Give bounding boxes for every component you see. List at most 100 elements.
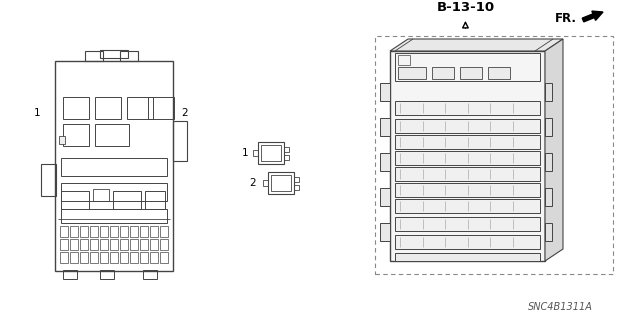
Text: 1: 1 (34, 108, 40, 118)
Bar (398, 67, 426, 79)
Bar (395, 101, 540, 115)
Bar (95, 97, 121, 119)
Bar (380, 188, 390, 206)
Bar (93, 189, 109, 201)
Bar (120, 252, 128, 263)
Bar (375, 36, 613, 274)
Bar (271, 175, 291, 191)
Bar (61, 209, 167, 223)
Bar (120, 51, 138, 61)
Bar (100, 252, 108, 263)
Bar (60, 239, 68, 250)
Bar (90, 226, 98, 237)
Bar (80, 252, 88, 263)
Bar (60, 226, 68, 237)
Bar (395, 183, 540, 197)
Bar (294, 177, 299, 182)
Polygon shape (390, 39, 563, 51)
Bar (63, 270, 77, 279)
Bar (390, 51, 545, 261)
Bar (60, 252, 68, 263)
Bar (59, 136, 65, 144)
Bar (395, 135, 540, 149)
Bar (160, 239, 168, 250)
Bar (263, 180, 268, 186)
Bar (140, 226, 148, 237)
Bar (80, 239, 88, 250)
Bar (70, 226, 78, 237)
Bar (100, 239, 108, 250)
Bar (395, 217, 540, 231)
Bar (395, 253, 540, 261)
Bar (140, 239, 148, 250)
Text: B-13-10: B-13-10 (436, 1, 495, 14)
Bar (100, 270, 114, 279)
Text: 2: 2 (250, 178, 256, 188)
Bar (85, 51, 103, 61)
Text: 1: 1 (241, 148, 248, 158)
Bar (63, 97, 89, 119)
Bar (395, 151, 540, 165)
Bar (90, 252, 98, 263)
Bar (61, 183, 167, 201)
Bar (261, 145, 281, 161)
Bar (545, 83, 552, 101)
Bar (150, 239, 158, 250)
Bar (380, 223, 390, 241)
Bar (145, 191, 165, 209)
Bar (61, 191, 89, 209)
Bar (143, 270, 157, 279)
Text: SNC4B1311A: SNC4B1311A (527, 302, 593, 312)
Bar (130, 252, 138, 263)
Bar (150, 226, 158, 237)
Bar (395, 199, 540, 213)
Bar (395, 119, 540, 133)
Text: FR.: FR. (555, 11, 577, 25)
Bar (294, 185, 299, 190)
Bar (148, 97, 174, 119)
Bar (545, 118, 552, 136)
Bar (545, 153, 552, 171)
Bar (90, 239, 98, 250)
Bar (100, 50, 128, 58)
Bar (284, 147, 289, 152)
Bar (150, 252, 158, 263)
Bar (173, 121, 187, 161)
Bar (380, 118, 390, 136)
Bar (284, 155, 289, 160)
Bar (160, 226, 168, 237)
Bar (80, 226, 88, 237)
Bar (380, 153, 390, 171)
Bar (130, 239, 138, 250)
Bar (140, 252, 148, 263)
Bar (395, 53, 540, 81)
Bar (110, 226, 118, 237)
Text: 2: 2 (182, 108, 188, 118)
Bar (545, 223, 552, 241)
Bar (395, 235, 540, 249)
Bar (432, 67, 454, 79)
Bar (41, 164, 56, 196)
Polygon shape (545, 39, 563, 261)
Bar (70, 252, 78, 263)
Bar (253, 150, 258, 156)
Bar (70, 239, 78, 250)
Bar (110, 239, 118, 250)
Bar (488, 67, 510, 79)
Bar (100, 226, 108, 237)
Bar (120, 239, 128, 250)
Bar (55, 61, 173, 271)
Bar (398, 55, 410, 65)
Bar (110, 252, 118, 263)
Bar (380, 83, 390, 101)
Bar (268, 172, 294, 194)
Bar (127, 97, 153, 119)
Bar (545, 188, 552, 206)
Bar (130, 226, 138, 237)
Bar (95, 124, 129, 146)
Bar (395, 167, 540, 181)
Bar (120, 226, 128, 237)
FancyArrow shape (582, 11, 603, 22)
Bar (113, 191, 141, 209)
Bar (61, 158, 167, 176)
